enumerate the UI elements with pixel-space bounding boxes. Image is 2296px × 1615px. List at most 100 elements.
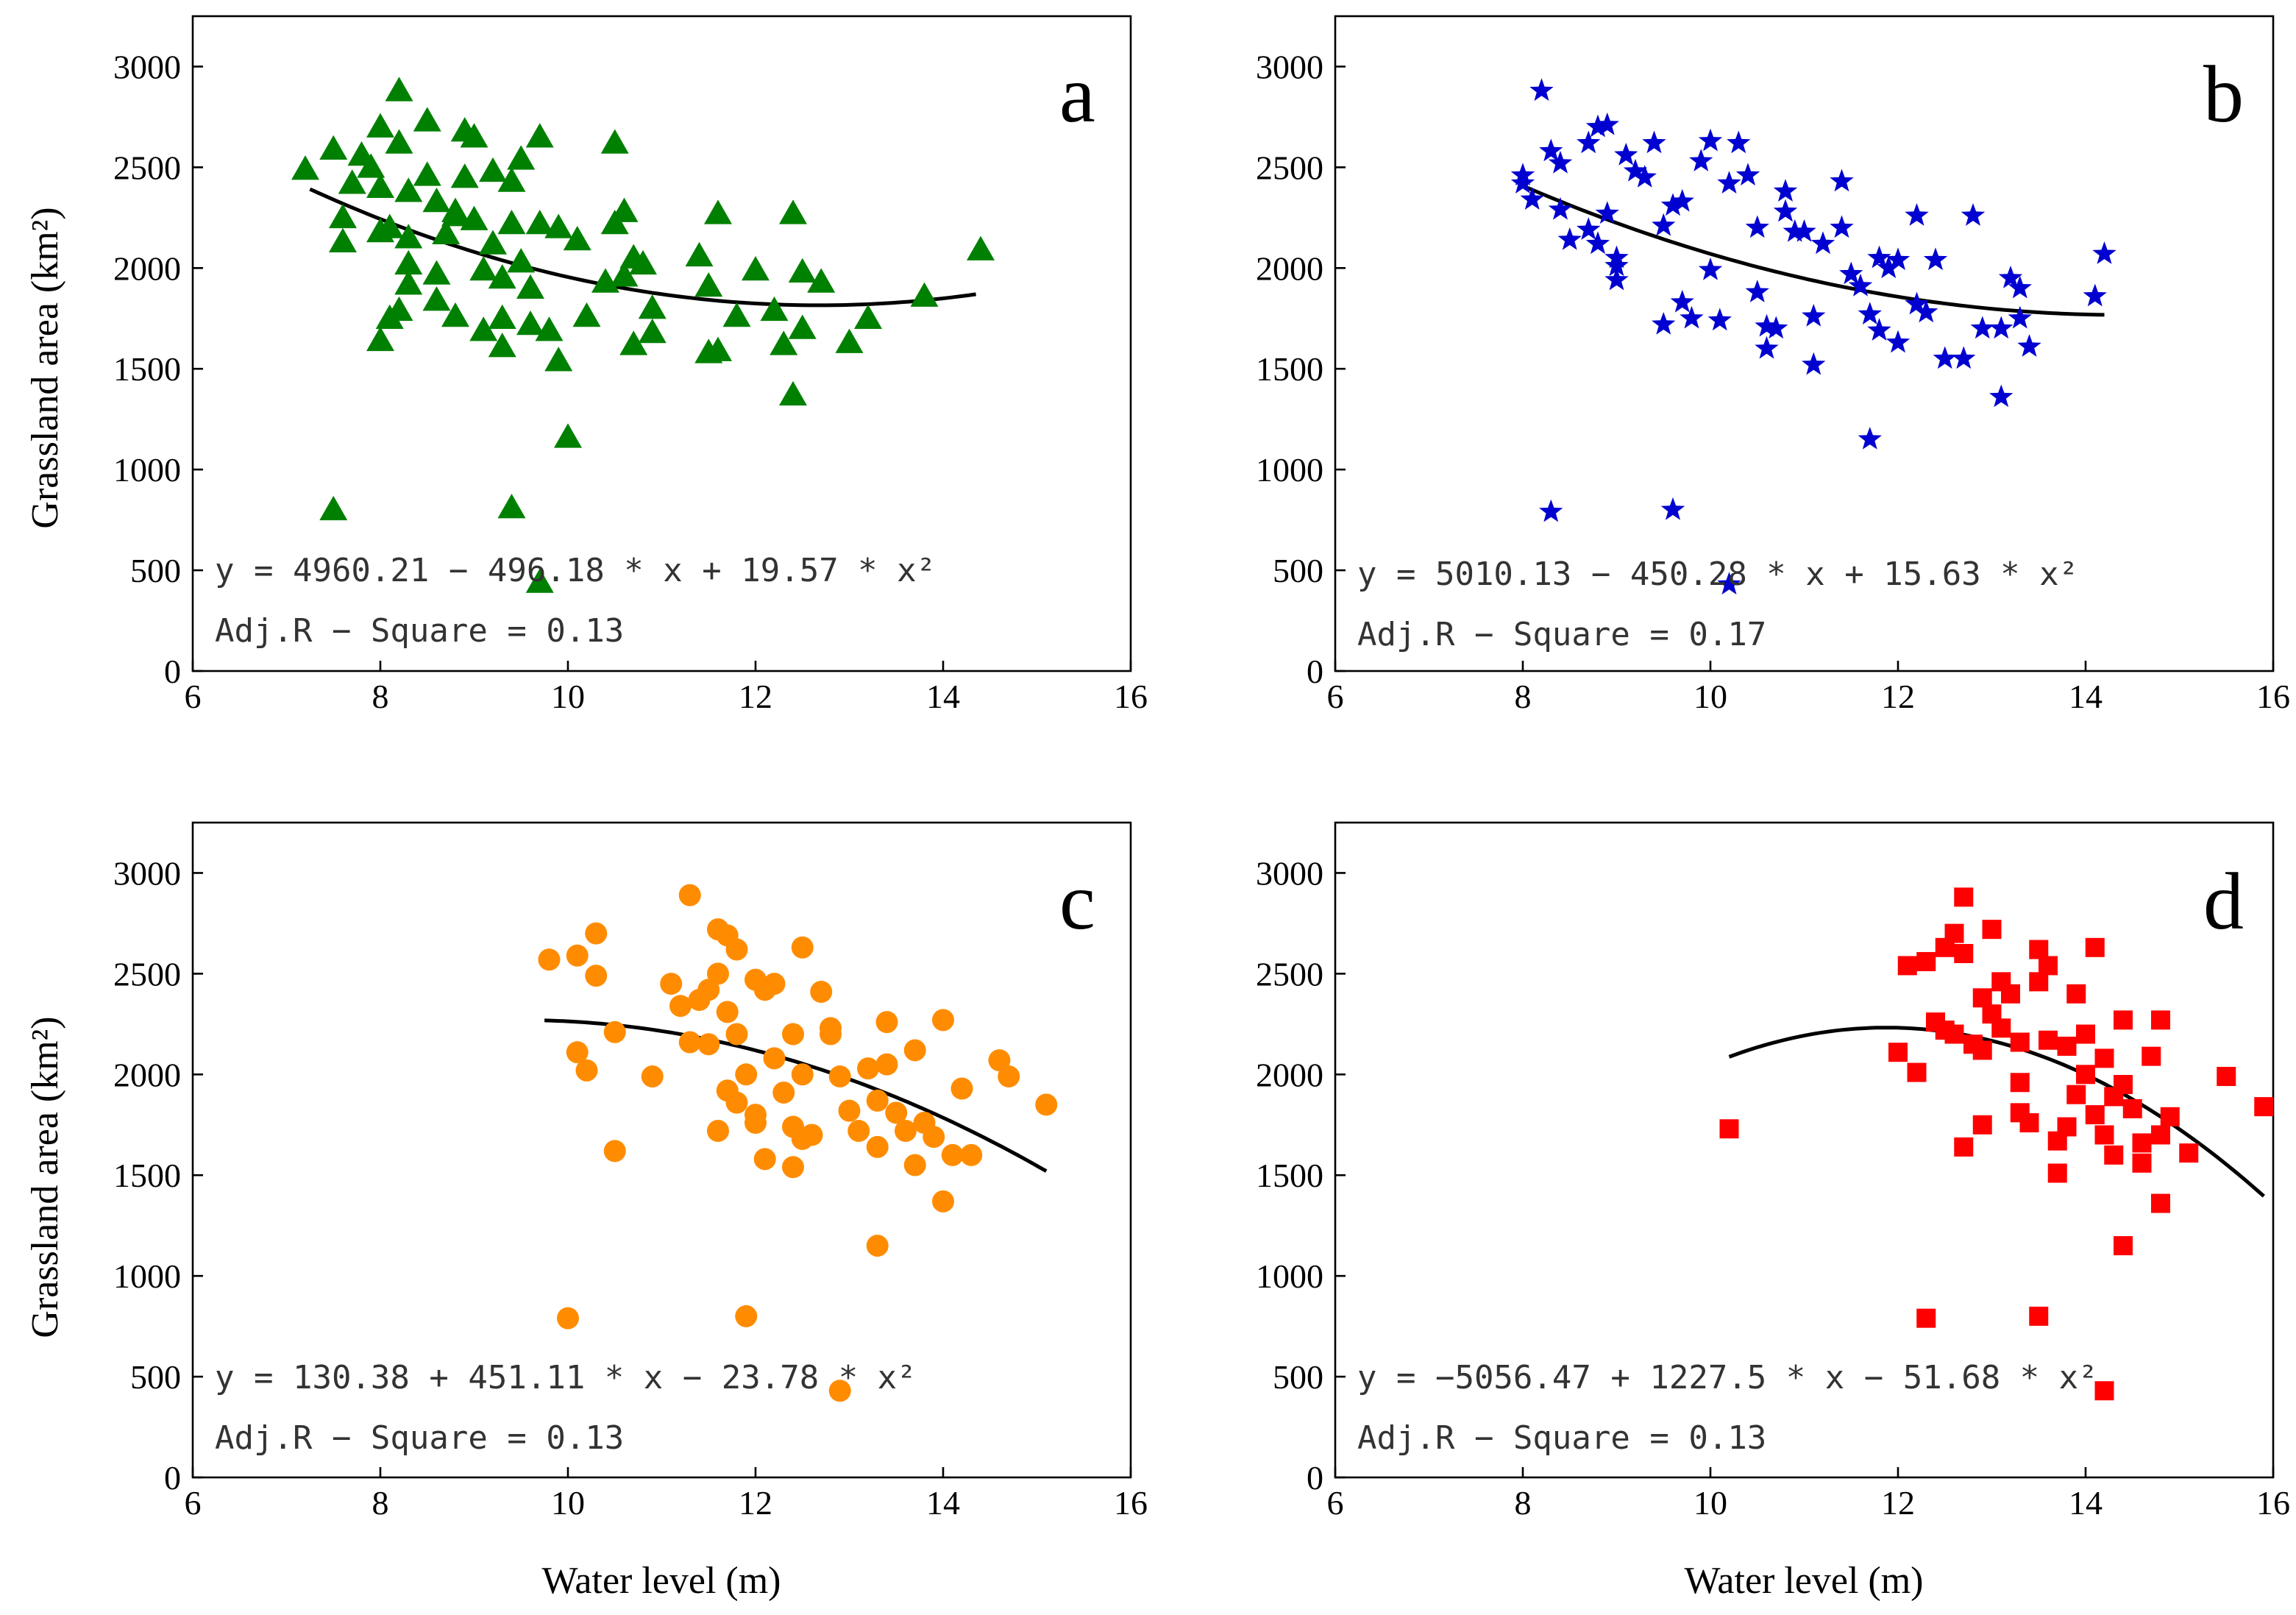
data-point-star [1632, 165, 1657, 188]
data-point-circle [566, 944, 589, 967]
data-point-square [2001, 984, 2020, 1004]
data-point-square [1972, 988, 1992, 1008]
fit-curve [1526, 185, 2105, 317]
data-point-star [1745, 215, 1769, 238]
data-point-star [1680, 305, 1704, 329]
data-point-triangle [291, 155, 319, 180]
data-point-star [1585, 231, 1610, 255]
data-point-circle [923, 1126, 945, 1149]
data-point-triangle [413, 161, 441, 186]
data-point-circle [725, 938, 748, 961]
data-point-star [1623, 158, 1648, 182]
data-point-star [1577, 130, 1601, 154]
data-point-triangle [619, 330, 648, 355]
data-point-triangle [497, 210, 526, 235]
x-tick-label: 16 [2256, 678, 2290, 715]
fit-equation: y = 4960.21 − 496.18 * x + 19.57 * x² [215, 552, 936, 589]
data-point-star [1886, 247, 1911, 271]
data-point-triangle [704, 336, 732, 361]
data-point-triangle [375, 304, 404, 330]
data-point-square [2151, 1010, 2170, 1030]
data-point-square [2066, 984, 2086, 1004]
data-point-square [1719, 1119, 1739, 1139]
data-point-circle [575, 1059, 598, 1082]
data-point-triangle [835, 328, 864, 353]
data-point-star [1707, 308, 1732, 331]
data-point-star [1557, 227, 1582, 250]
data-point-square [2039, 956, 2058, 976]
data-point-triangle [479, 157, 507, 182]
x-tick-label: 16 [1114, 1484, 1148, 1522]
y-tick-label: 2500 [113, 955, 181, 993]
adj-r-square: Adj.R − Square = 0.13 [215, 612, 624, 650]
x-tick-label: 10 [551, 678, 585, 715]
data-point-circle [716, 1001, 739, 1023]
data-point-triangle [422, 286, 451, 311]
x-tick-label: 14 [2069, 1484, 2103, 1522]
data-point-square [2019, 1113, 2039, 1133]
data-point-star [1989, 316, 2014, 339]
data-point-circle [857, 1057, 879, 1080]
data-point-star [1961, 203, 1986, 226]
data-point-triangle [329, 227, 357, 252]
x-tick-label: 12 [739, 1484, 772, 1522]
data-point-star [1520, 187, 1544, 210]
data-point-circle [941, 1143, 964, 1166]
data-point-triangle [441, 202, 469, 227]
y-tick-label: 2500 [1256, 955, 1323, 993]
data-point-circle [566, 1041, 589, 1064]
ticks: 6 8 10 12 14 16 0 500 1000 1500 2000 2500 3000 [113, 854, 1148, 1522]
data-point-circle [763, 1047, 786, 1070]
y-tick-label: 1500 [113, 350, 181, 388]
data-point-triangle [507, 145, 536, 170]
adj-r-square: Adj.R − Square = 0.13 [215, 1419, 624, 1457]
data-point-triangle [413, 107, 441, 132]
data-point-triangle [563, 225, 591, 251]
data-point-triangle [394, 224, 423, 249]
data-point-star [2083, 283, 2107, 307]
data-point-square [1954, 887, 1974, 907]
data-point-triangle [319, 495, 348, 521]
data-point-star [1717, 171, 1741, 194]
data-point-circle [669, 995, 692, 1018]
data-point-star [1548, 150, 1573, 174]
data-point-circle [791, 936, 814, 959]
data-point-star [2092, 241, 2116, 264]
data-point-triangle [742, 256, 770, 281]
data-point-star [1585, 114, 1610, 138]
data-point-star [1998, 266, 2023, 288]
panel-letter: d [2203, 856, 2244, 946]
y-axis-title: Grassland area (km²) [24, 207, 66, 528]
data-point-circle [847, 1119, 870, 1142]
data-point-circle [603, 1140, 626, 1163]
data-point-star [1727, 130, 1751, 154]
x-tick-label: 10 [551, 1484, 585, 1522]
data-point-circle [998, 1065, 1020, 1088]
fit-equation: y = −5056.47 + 1227.5 * x − 51.68 * x² [1357, 1359, 2098, 1396]
fit-equation: y = 130.38 + 451.11 * x − 23.78 * x² [215, 1359, 917, 1396]
data-point-triangle [394, 177, 423, 202]
fit-curve [1728, 1026, 2265, 1198]
data-point-triangle [375, 213, 404, 238]
data-point-triangle [422, 260, 451, 285]
data-point-square [2114, 1010, 2133, 1030]
panel-d: 6 8 10 12 14 16 0 500 1000 1500 2000 2500 3000 y = −… [1256, 821, 2290, 1602]
data-point-circle [585, 965, 608, 987]
data-point-circle [753, 1148, 776, 1171]
x-tick-label: 12 [1881, 1484, 1915, 1522]
data-point-star [1745, 280, 1769, 302]
data-point-circle [725, 1091, 748, 1114]
data-point-triangle [629, 249, 657, 275]
data-point-star [1510, 171, 1535, 194]
data-point-triangle [572, 302, 601, 327]
data-point-triangle [357, 153, 385, 178]
data-point-triangle [770, 330, 798, 355]
data-point-triangle [544, 347, 573, 372]
data-point-triangle [516, 310, 544, 336]
data-point-triangle [488, 333, 516, 358]
data-point-square [2160, 1107, 2180, 1126]
data-point-triangle [685, 241, 714, 267]
data-points [291, 77, 995, 593]
x-tick-label: 8 [372, 678, 389, 715]
data-point-square [2132, 1153, 2152, 1173]
